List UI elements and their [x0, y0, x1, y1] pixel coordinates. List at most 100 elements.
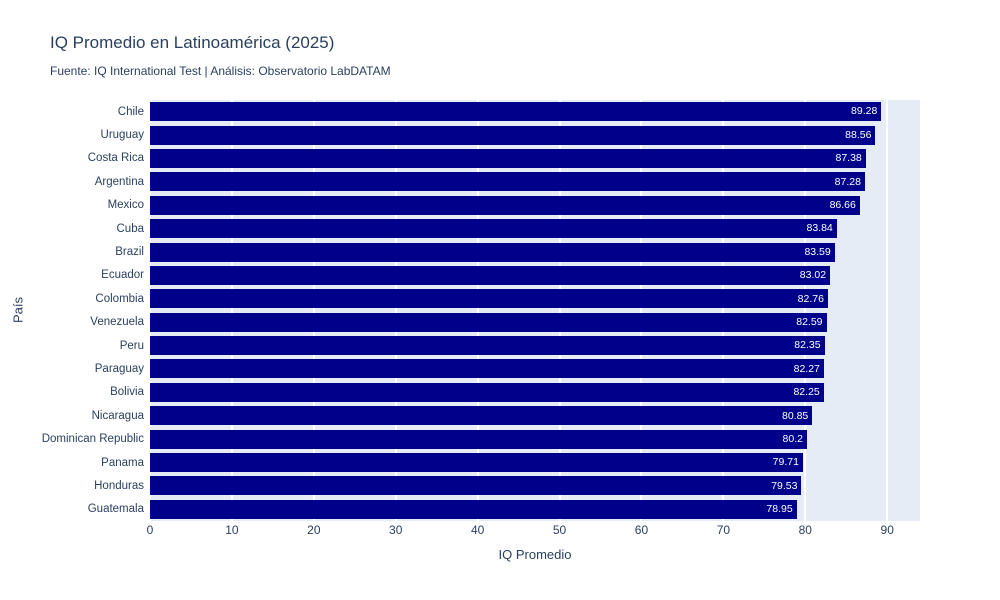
gridline-x-30	[394, 100, 397, 521]
y-tick-label-uruguay: Uruguay	[100, 129, 144, 142]
y-tick-label-costa-rica: Costa Rica	[87, 152, 144, 165]
bar-mexico: 86.66	[150, 195, 860, 215]
bar-value-label: 83.02	[799, 269, 827, 282]
bar-row-cuba: 83.84	[150, 217, 920, 240]
bar-value-label: 87.28	[834, 175, 861, 188]
gridline-x-50	[558, 100, 561, 521]
bar-row-mexico: 86.66	[150, 194, 920, 217]
bar-value-label: 83.59	[804, 245, 831, 258]
y-tick-label-panama: Panama	[101, 456, 144, 469]
x-tick-label-70: 70	[716, 523, 731, 537]
y-tick-label-guatemala: Guatemala	[87, 503, 144, 516]
chart-subtitle: Fuente: IQ International Test | Análisis…	[50, 64, 391, 78]
bar-bolivia: 82.25	[150, 382, 824, 402]
y-tick-label-chile: Chile	[117, 105, 144, 118]
bar-value-label: 79.53	[771, 479, 798, 492]
bar-ecuador: 83.02	[150, 265, 831, 285]
bar-colombia: 82.76	[150, 289, 828, 309]
bar-value-label: 82.35	[794, 339, 821, 352]
x-axis-title: IQ Promedio	[498, 547, 572, 562]
bar-row-ecuador: 83.02	[150, 264, 920, 287]
plot-area: 89.28 88.56 87.38 87.28 86.66 83.84 83.59 83.02…	[149, 100, 920, 521]
bar-panama: 79.71	[150, 453, 803, 473]
bar-row-bolivia: 82.25	[150, 381, 920, 404]
y-tick-label-mexico: Mexico	[107, 199, 144, 212]
bar-row-colombia: 82.76	[150, 287, 920, 310]
x-tick-label-50: 50	[552, 523, 567, 537]
bar-guatemala: 78.95	[150, 499, 797, 519]
bar-row-honduras: 79.53	[150, 474, 920, 497]
bar-row-nicaragua: 80.85	[150, 404, 920, 427]
y-tick-label-bolivia: Bolivia	[110, 386, 144, 399]
bar-value-label: 80.2	[782, 432, 803, 445]
gridline-x-20	[312, 100, 315, 521]
y-axis-tick-labels: Chile Uruguay Costa Rica Argentina Mexico Cub…	[0, 100, 144, 521]
y-tick-label-ecuador: Ecuador	[101, 269, 144, 282]
y-tick-label-dominican-republic: Dominican Republic	[41, 433, 144, 446]
bar-value-label: 87.38	[835, 152, 862, 165]
bar-venezuela: 82.59	[150, 312, 827, 332]
x-tick-label-60: 60	[634, 523, 649, 537]
y-tick-label-brazil: Brazil	[115, 246, 144, 259]
bar-row-brazil: 83.59	[150, 240, 920, 263]
bar-uruguay: 88.56	[150, 125, 876, 145]
bar-value-label: 82.59	[796, 315, 823, 328]
y-tick-label-nicaragua: Nicaragua	[91, 409, 144, 422]
bar-peru: 82.35	[150, 336, 825, 356]
bar-row-paraguay: 82.27	[150, 357, 920, 380]
bar-argentina: 87.28	[150, 172, 865, 192]
bar-nicaragua: 80.85	[150, 406, 813, 426]
x-axis-tick-labels: 0 10 20 30 40 50 60 70 80 90	[146, 523, 920, 539]
bar-row-venezuela: 82.59	[150, 311, 920, 334]
bar-row-chile: 89.28	[150, 100, 920, 123]
bar-value-label: 89.28	[851, 105, 878, 118]
gridline-x-70	[722, 100, 725, 521]
bar-costa-rica: 87.38	[150, 148, 866, 168]
bar-cuba: 83.84	[150, 219, 837, 239]
x-tick-label-10: 10	[225, 523, 239, 537]
y-tick-label-paraguay: Paraguay	[94, 362, 144, 375]
bar-row-uruguay: 88.56	[150, 123, 920, 146]
bar-honduras: 79.53	[150, 476, 802, 496]
bar-value-label: 86.66	[829, 199, 856, 211]
bar-value-label: 82.76	[797, 292, 824, 305]
bar-value-label: 82.25	[793, 386, 820, 399]
bar-value-label: 88.56	[845, 128, 872, 141]
x-tick-label-90: 90	[880, 523, 894, 537]
bar-value-label: 82.27	[793, 362, 820, 375]
gridline-x-10	[230, 100, 233, 521]
gridline-x-60	[640, 100, 643, 521]
x-tick-label-20: 20	[307, 523, 321, 537]
bar-value-label: 80.85	[782, 409, 809, 422]
gridline-x-80	[804, 100, 807, 521]
gridline-x-0	[149, 100, 151, 521]
y-tick-label-cuba: Cuba	[116, 222, 145, 235]
bar-brazil: 83.59	[150, 242, 835, 262]
y-tick-label-peru: Peru	[119, 339, 144, 352]
x-tick-label-40: 40	[470, 523, 485, 537]
chart-title: IQ Promedio en Latinoamérica (2025)	[50, 33, 335, 52]
gridline-x-40	[476, 100, 479, 521]
bar-dominican-republic: 80.2	[150, 429, 807, 449]
bar-row-costa-rica: 87.38	[150, 147, 920, 170]
y-tick-label-honduras: Honduras	[94, 479, 144, 492]
bar-row-peru: 82.35	[150, 334, 920, 357]
y-tick-label-colombia: Colombia	[95, 292, 144, 305]
x-tick-label-0: 0	[146, 523, 154, 537]
bar-paraguay: 82.27	[150, 359, 824, 379]
bar-row-dominican-republic: 80.2	[150, 427, 920, 450]
x-tick-label-30: 30	[389, 523, 403, 537]
bar-value-label: 78.95	[766, 503, 793, 516]
gridline-x-90	[886, 100, 889, 521]
bar-value-label: 83.84	[806, 222, 833, 235]
y-tick-label-venezuela: Venezuela	[90, 316, 144, 329]
bar-row-guatemala: 78.95	[150, 498, 920, 521]
y-tick-label-argentina: Argentina	[94, 175, 144, 188]
bar-row-argentina: 87.28	[150, 170, 920, 193]
bars-container: 89.28 88.56 87.38 87.28 86.66 83.84 83.59 83.02…	[150, 100, 920, 521]
bar-value-label: 79.71	[772, 456, 799, 469]
bar-row-panama: 79.71	[150, 451, 920, 474]
bar-chile: 89.28	[150, 102, 882, 122]
x-tick-label-80: 80	[798, 523, 812, 537]
